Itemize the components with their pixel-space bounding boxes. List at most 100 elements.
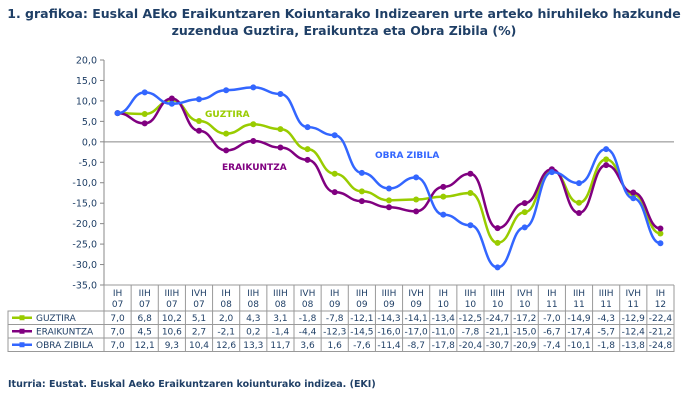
table-cell: 0,2	[246, 328, 260, 338]
data-point	[657, 240, 664, 247]
data-point	[196, 96, 202, 103]
table-cell: -24,8	[649, 341, 673, 351]
x-tick-label: IIIH	[490, 289, 505, 299]
data-point	[521, 209, 528, 216]
table-cell: 10,2	[162, 314, 182, 324]
data-point	[494, 239, 501, 246]
table-cell: -12,5	[459, 314, 482, 324]
table-cell: -12,3	[323, 328, 346, 338]
legend-key-marker	[19, 328, 25, 334]
x-tick-label: 08	[302, 300, 314, 310]
x-tick-label: 11	[573, 300, 584, 310]
data-point	[358, 169, 365, 176]
data-point	[630, 189, 637, 196]
series-line-guztira	[117, 98, 661, 245]
table-cell: -11,0	[432, 328, 456, 338]
table-cell: -14,9	[567, 314, 591, 324]
table-cell: 10,6	[162, 328, 182, 338]
x-tick-label: 07	[166, 300, 177, 310]
x-tick-label: 11	[600, 300, 611, 310]
table-cell: 10,4	[189, 341, 209, 351]
x-tick-label: 10	[438, 300, 450, 310]
table-cell: -15,0	[513, 328, 537, 338]
x-tick-label: IVH	[300, 289, 316, 299]
table-cell: -13,8	[622, 341, 646, 351]
series-label: ERAIKUNTZA	[222, 163, 287, 173]
y-tick-label: -20,0	[72, 219, 97, 230]
data-point	[630, 195, 637, 202]
data-point	[657, 225, 664, 232]
table-cell: -20,9	[513, 341, 537, 351]
x-tick-label: 11	[546, 300, 557, 310]
data-point	[250, 121, 257, 128]
data-point	[576, 180, 582, 187]
x-tick-label: IVH	[408, 289, 424, 299]
source-note: Iturria: Eustat. Euskal Aeko Eraikuntzar…	[8, 379, 376, 390]
table-cell: -7,0	[543, 314, 561, 324]
data-point	[277, 90, 284, 97]
table-cell: -21,2	[649, 328, 672, 338]
series-line-eraikuntza	[117, 97, 661, 230]
data-point	[413, 208, 420, 215]
table-cell: -14,1	[404, 314, 427, 324]
table-cell: -5,7	[597, 328, 615, 338]
x-tick-label: IIH	[139, 289, 151, 299]
y-tick-label: -10,0	[72, 178, 97, 189]
table-cell: 2,7	[192, 328, 206, 338]
x-tick-label: IH	[113, 289, 122, 299]
x-tick-label: 10	[465, 300, 477, 310]
x-tick-label: IIH	[573, 289, 585, 299]
x-tick-label: IIIH	[599, 289, 614, 299]
x-tick-label: IH	[439, 289, 448, 299]
y-tick-label: 10,0	[76, 96, 97, 107]
table-cell: 11,7	[270, 341, 290, 351]
table-cell: -17,4	[567, 328, 591, 338]
x-tick-label: IH	[547, 289, 556, 299]
data-point	[331, 189, 338, 196]
data-point	[277, 144, 284, 151]
y-tick-label: 15,0	[76, 76, 97, 87]
data-point	[386, 185, 392, 192]
y-tick-label: -35,0	[72, 281, 97, 292]
data-point	[548, 169, 555, 176]
table-cell: -10,1	[567, 341, 590, 351]
data-point	[331, 170, 338, 177]
table-cell: 7,0	[110, 328, 125, 338]
data-point	[603, 162, 610, 169]
data-point	[141, 120, 148, 127]
table-cell: -14,5	[350, 328, 373, 338]
table-cell: -4,4	[299, 328, 317, 338]
x-tick-label: IIIH	[273, 289, 288, 299]
table-cell: -16,0	[377, 328, 401, 338]
table-cell: -17,8	[432, 341, 456, 351]
table-cell: 12,1	[135, 341, 155, 351]
x-tick-label: IIIH	[382, 289, 397, 299]
data-point	[358, 188, 365, 195]
data-point	[494, 225, 501, 232]
table-cell: 4,3	[246, 314, 260, 324]
y-tick-label: 5,0	[82, 117, 97, 128]
data-point	[196, 117, 202, 124]
table-cell: 12,6	[216, 341, 236, 351]
table-cell: 7,0	[110, 314, 125, 324]
legend-label: OBRA ZIBILA	[36, 341, 94, 351]
table-cell: 4,5	[138, 328, 152, 338]
data-point	[386, 204, 392, 211]
data-point	[467, 170, 474, 177]
table-cell: -11,4	[377, 341, 401, 351]
y-tick-label: 20,0	[76, 56, 97, 67]
data-point	[223, 87, 230, 94]
data-point	[223, 130, 230, 137]
x-tick-label: IIH	[464, 289, 476, 299]
data-point	[576, 199, 582, 206]
data-point	[168, 95, 175, 102]
table-cell: -14,3	[377, 314, 400, 324]
x-tick-label: IIH	[247, 289, 259, 299]
data-point	[250, 138, 257, 144]
table-cell: -17,0	[404, 328, 428, 338]
legend-label: ERAIKUNTZA	[36, 328, 94, 338]
x-tick-label: IIH	[356, 289, 368, 299]
x-tick-label: 07	[139, 300, 150, 310]
table-cell: 5,1	[192, 314, 206, 324]
x-tick-label: 10	[519, 300, 531, 310]
